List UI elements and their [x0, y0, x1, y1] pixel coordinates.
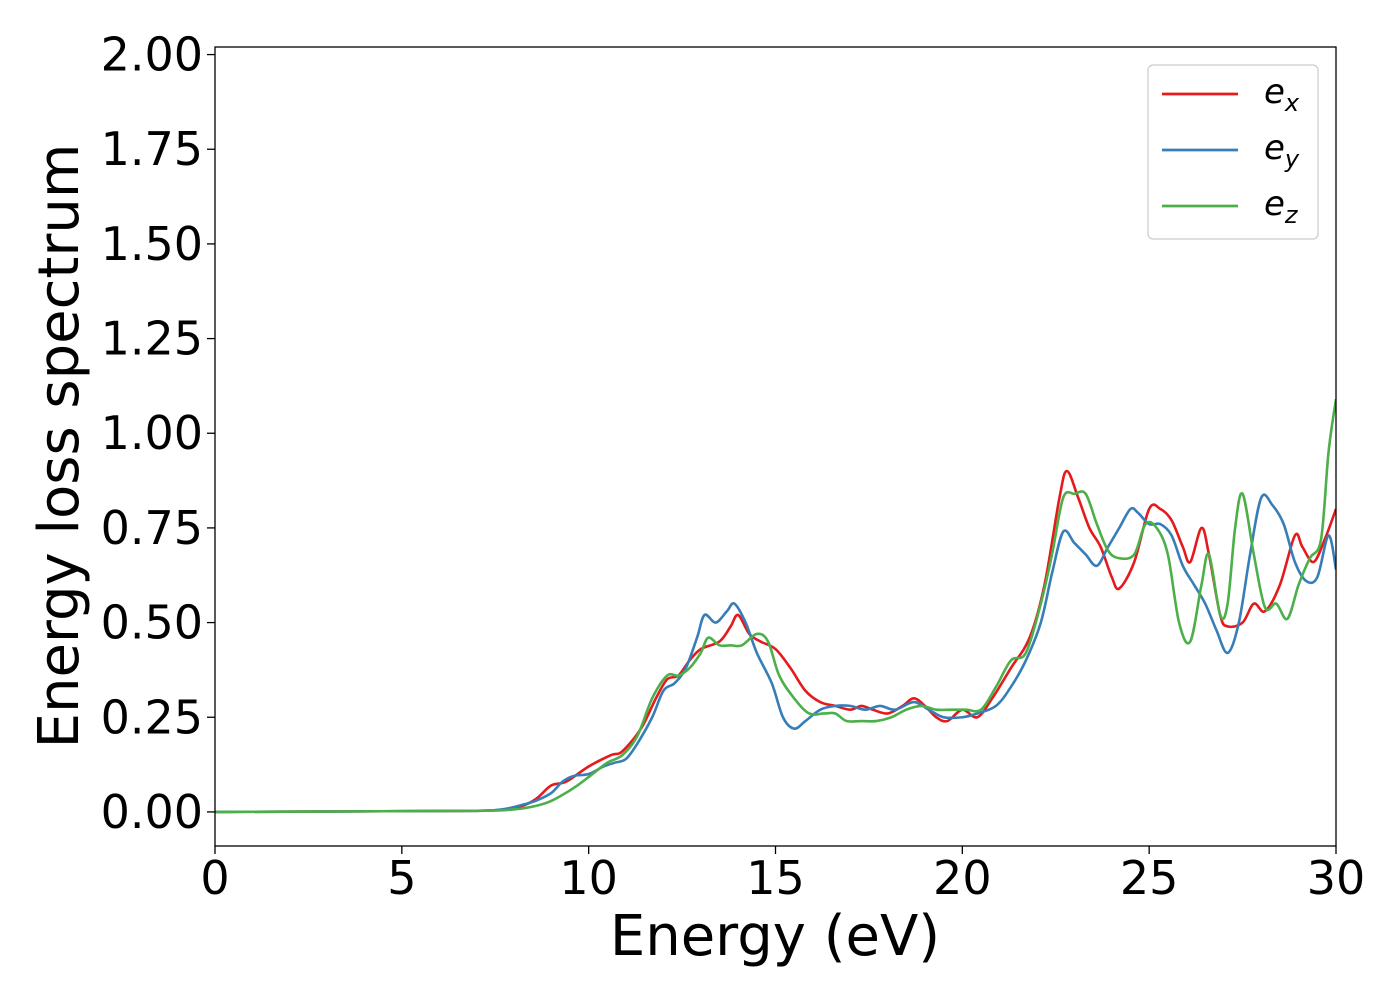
y-tick-label: 0.25 — [101, 690, 203, 744]
x-tick-label: 0 — [200, 851, 229, 905]
x-tick-label: 20 — [933, 851, 992, 905]
series-layer — [215, 398, 1336, 814]
y-tick-label: 0.00 — [101, 785, 203, 839]
y-axis: 0.00 0.25 0.50 0.75 1.00 1.25 1.50 1.75 2.00 — [101, 28, 215, 839]
x-tick-label: 25 — [1120, 851, 1179, 905]
x-tick-label: 5 — [387, 851, 416, 905]
y-tick-label: 1.75 — [101, 122, 203, 176]
x-tick-label: 15 — [746, 851, 805, 905]
series-line-z — [215, 398, 1336, 814]
y-tick-label: 0.75 — [101, 501, 203, 555]
x-axis: 0 5 10 15 20 25 30 — [200, 846, 1365, 905]
x-tick-label: 10 — [559, 851, 618, 905]
y-tick-label: 1.00 — [101, 406, 203, 460]
series-line-y — [215, 493, 1336, 814]
y-tick-label: 1.25 — [101, 312, 203, 366]
x-tick-label: 30 — [1307, 851, 1366, 905]
y-axis-label: Energy loss spectrum — [27, 144, 92, 749]
y-tick-label: 1.50 — [101, 217, 203, 271]
legend-box — [1147, 64, 1319, 240]
y-tick-label: 0.50 — [101, 596, 203, 650]
x-axis-label: Energy (eV) — [610, 904, 940, 969]
y-tick-label: 2.00 — [101, 28, 203, 82]
